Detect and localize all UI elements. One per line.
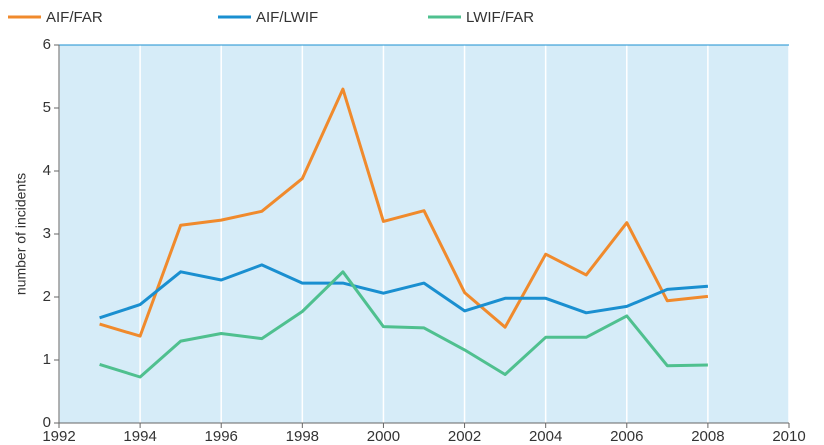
plot-background [59, 45, 789, 423]
legend-label: AIF/LWIF [256, 9, 318, 26]
y-tick-label: 3 [43, 225, 51, 242]
x-tick-label: 2004 [529, 428, 562, 445]
y-tick-label: 2 [43, 288, 51, 305]
y-axis-label: number of incidents [13, 173, 29, 295]
x-tick-label: 2000 [367, 428, 400, 445]
y-tick-label: 6 [43, 36, 51, 53]
x-tick-label: 2008 [691, 428, 724, 445]
x-tick-label: 1992 [42, 428, 75, 445]
y-tick-label: 1 [43, 351, 51, 368]
series-line [99, 263, 709, 320]
y-tick-label: 4 [43, 162, 51, 179]
x-tick-label: 1996 [205, 428, 238, 445]
y-tick-label: 5 [43, 99, 51, 116]
y-tick-label: 0 [43, 414, 51, 431]
x-tick-label: 2002 [448, 428, 481, 445]
x-tick-label: 2006 [610, 428, 643, 445]
x-tick-label: 2010 [772, 428, 805, 445]
series-line [99, 87, 709, 338]
legend-label: AIF/FAR [46, 9, 103, 26]
x-tick-label: 1994 [123, 428, 156, 445]
x-tick-label: 1998 [286, 428, 319, 445]
series-line [99, 270, 708, 379]
legend-label: LWIF/FAR [466, 9, 534, 26]
